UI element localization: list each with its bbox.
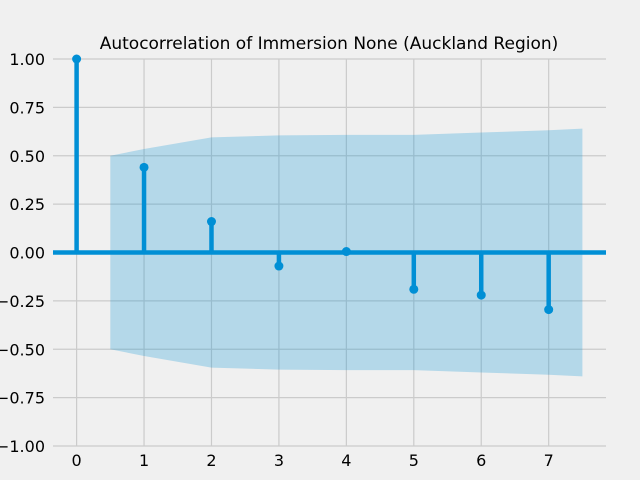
y-tick-label: −0.50 (0, 340, 45, 359)
acf-marker (476, 290, 486, 300)
x-tick-label: 6 (476, 451, 486, 470)
x-tick-label: 4 (341, 451, 351, 470)
y-tick-label: 0.25 (9, 195, 45, 214)
y-tick-label: −0.25 (0, 292, 45, 311)
x-tick-label: 1 (139, 451, 149, 470)
x-tick-label: 0 (72, 451, 82, 470)
chart-title: Autocorrelation of Immersion None (Auckl… (100, 34, 559, 54)
acf-marker (274, 261, 284, 271)
y-tick-label: −1.00 (0, 437, 45, 456)
x-tick-label: 3 (274, 451, 284, 470)
y-tick-label: 0.00 (9, 244, 45, 263)
y-tick-label: −0.75 (0, 389, 45, 408)
acf-marker (72, 54, 82, 64)
acf-marker (341, 247, 351, 257)
acf-marker (206, 217, 216, 227)
x-tick-labels: 0 1 2 3 4 5 6 7 (72, 451, 554, 470)
y-tick-label: 0.50 (9, 147, 45, 166)
acf-marker (409, 284, 419, 294)
x-tick-label: 7 (544, 451, 554, 470)
x-tick-label: 2 (206, 451, 216, 470)
y-tick-label: 0.75 (9, 98, 45, 117)
y-tick-label: 1.00 (9, 50, 45, 69)
y-tick-labels: −1.00 −0.75 −0.50 −0.25 0.00 0.25 0.50 0.75 1.00 (0, 50, 45, 456)
acf-marker (544, 305, 554, 315)
markers (72, 54, 554, 315)
acf-marker (139, 162, 149, 172)
x-tick-label: 5 (409, 451, 419, 470)
